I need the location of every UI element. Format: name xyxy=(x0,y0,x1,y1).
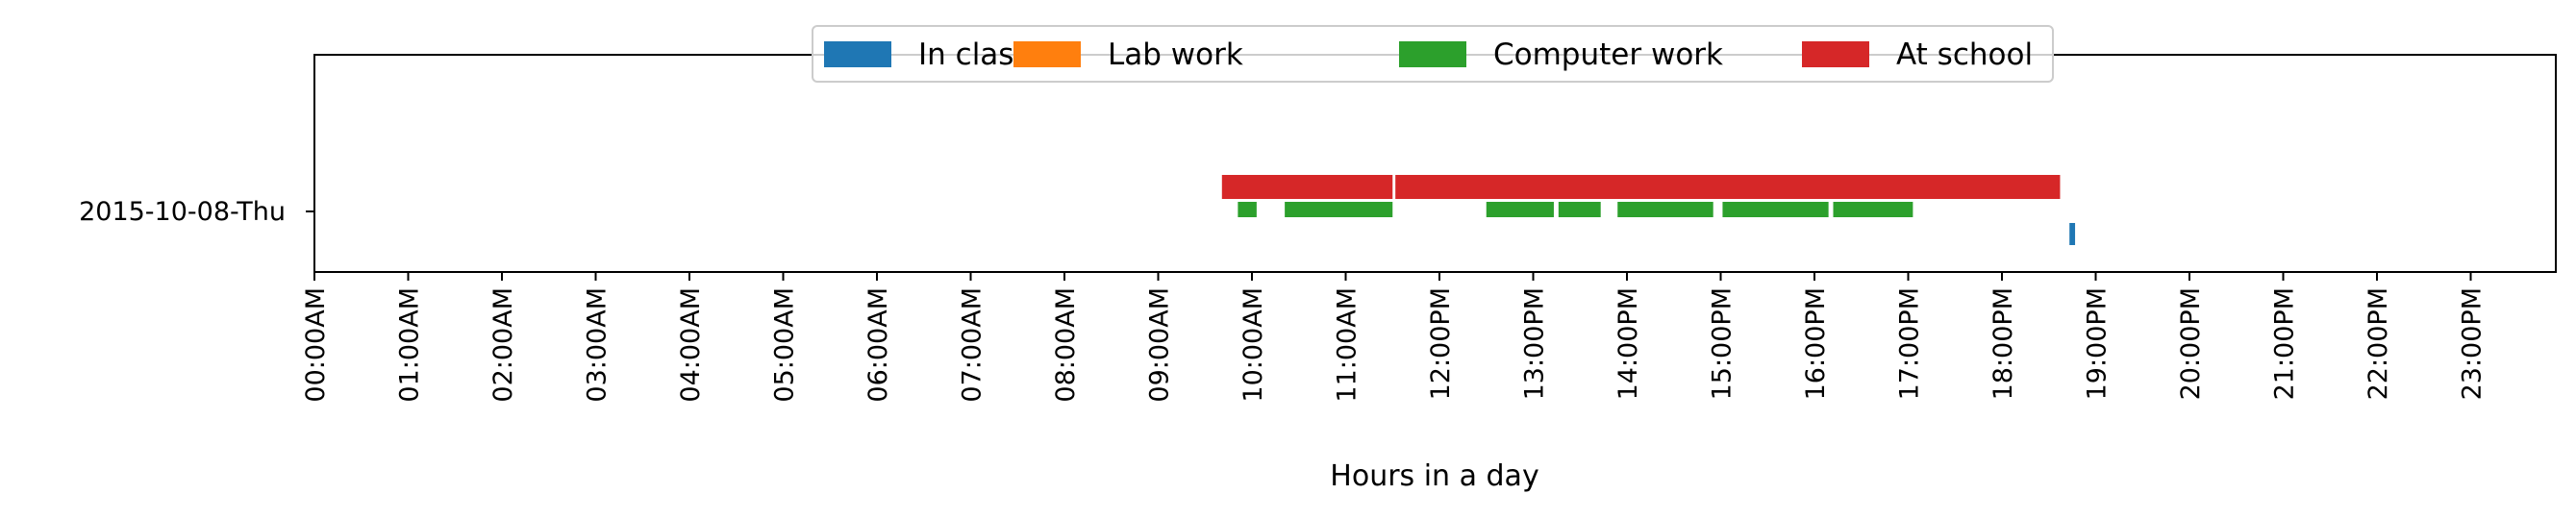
bar-computer-work-5 xyxy=(1722,202,1829,217)
bar-computer-work-1 xyxy=(1285,202,1393,217)
bars-layer xyxy=(1221,175,2076,245)
legend-swatch-computer-work xyxy=(1399,41,1466,67)
x-tick-label: 09:00AM xyxy=(1145,287,1175,403)
x-tick-label: 06:00AM xyxy=(863,287,893,403)
x-tick-label: 00:00AM xyxy=(301,287,331,403)
bar-in-class-0 xyxy=(2069,223,2076,245)
y-tick-label: 2015-10-08-Thu xyxy=(79,197,286,227)
x-tick-label: 02:00AM xyxy=(488,287,518,403)
x-tick-label: 16:00PM xyxy=(1801,287,1831,400)
legend-swatch-in-class xyxy=(824,41,891,67)
x-tick-label: 22:00PM xyxy=(2363,287,2393,400)
legend: In class Lab work Computer work At school xyxy=(812,25,2054,83)
x-tick-label: 15:00PM xyxy=(1708,287,1738,400)
y-axis: 2015-10-08-Thu xyxy=(79,197,314,227)
x-tick-label: 08:00AM xyxy=(1051,287,1081,403)
bar-computer-work-6 xyxy=(1833,202,1913,217)
x-tick-label: 23:00PM xyxy=(2458,287,2488,400)
bar-at-school-1 xyxy=(1395,175,2061,199)
legend-label-in-class: In class xyxy=(918,37,1030,72)
x-tick-label: 14:00PM xyxy=(1613,287,1643,400)
x-tick-label: 04:00AM xyxy=(676,287,706,403)
x-tick-label: 07:00AM xyxy=(958,287,988,403)
x-tick-label: 05:00AM xyxy=(770,287,800,403)
x-tick-label: 10:00AM xyxy=(1238,287,1268,403)
x-axis-title: Hours in a day xyxy=(1330,459,1538,493)
bar-at-school-0 xyxy=(1221,175,1393,199)
bar-computer-work-2 xyxy=(1486,202,1554,217)
x-tick-label: 11:00AM xyxy=(1333,287,1363,403)
bar-computer-work-0 xyxy=(1238,202,1257,217)
legend-label-lab-work: Lab work xyxy=(1108,37,1243,72)
bar-computer-work-4 xyxy=(1617,202,1713,217)
x-tick-label: 17:00PM xyxy=(1895,287,1925,400)
x-tick-label: 19:00PM xyxy=(2083,287,2113,400)
legend-label-computer-work: Computer work xyxy=(1493,37,1723,72)
x-axis: 00:00AM 01:00AM 02:00AM 03:00AM 04:00AM 05:00… xyxy=(301,272,2488,403)
legend-swatch-lab-work xyxy=(1013,41,1081,67)
x-tick-label: 20:00PM xyxy=(2176,287,2206,400)
plot-area xyxy=(314,55,2556,272)
legend-label-at-school: At school xyxy=(1896,37,2033,72)
x-tick-label: 13:00PM xyxy=(1520,287,1550,400)
legend-swatch-at-school xyxy=(1802,41,1869,67)
x-tick-label: 01:00AM xyxy=(395,287,425,403)
x-tick-label: 03:00AM xyxy=(583,287,613,403)
x-tick-label: 21:00PM xyxy=(2270,287,2300,400)
bar-computer-work-3 xyxy=(1558,202,1601,217)
x-tick-label: 18:00PM xyxy=(1988,287,2018,400)
x-tick-label: 12:00PM xyxy=(1426,287,1456,400)
